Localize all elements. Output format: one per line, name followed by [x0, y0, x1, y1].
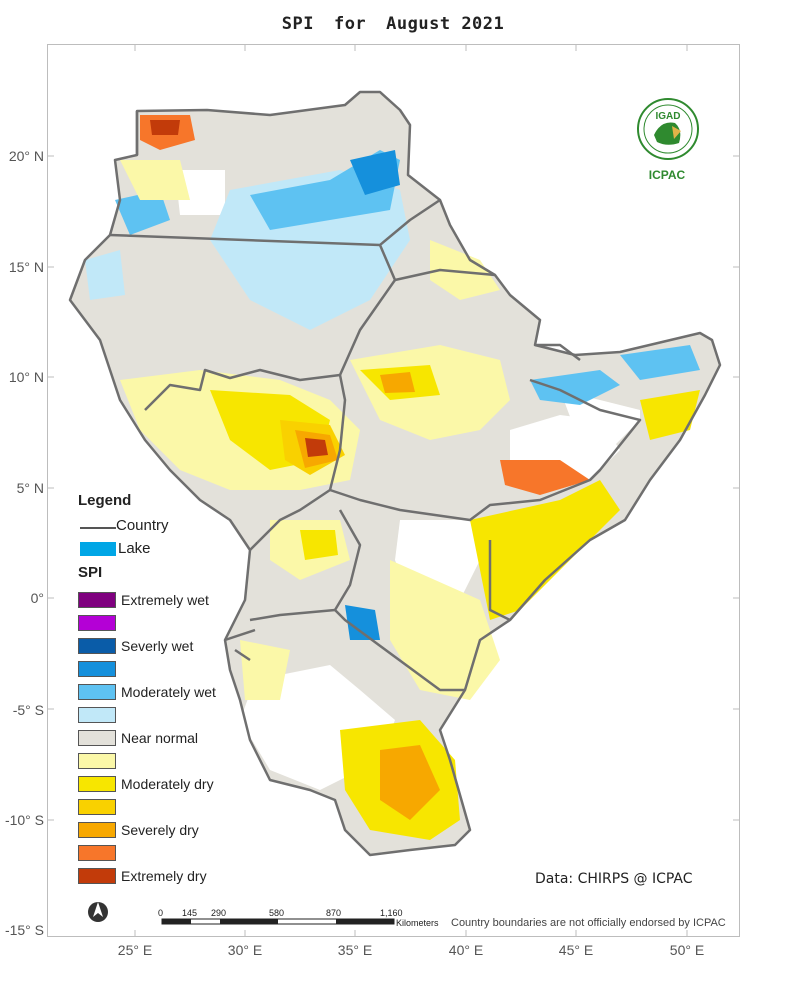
legend-class-row: Severly wet [78, 636, 193, 656]
legend-swatch [78, 799, 116, 815]
lon-label-35e: 35° E [337, 942, 373, 958]
scale-tick: 580 [269, 908, 285, 918]
lat-label-10n: 10° N [8, 369, 44, 385]
legend-class-row: Moderately dry [78, 774, 214, 794]
legend-title: Legend [78, 492, 132, 509]
lon-label-30e: 30° E [227, 942, 263, 958]
legend-class-row: Near normal [78, 728, 198, 748]
legend-class-row: Severely dry [78, 820, 199, 840]
lon-label-45e: 45° E [558, 942, 594, 958]
legend-class-row: Moderately wet [78, 682, 216, 702]
title-part-index: SPI [281, 14, 314, 34]
legend-lake-label: Lake [118, 540, 151, 557]
legend-class-row [78, 659, 121, 679]
legend-class-label: Severly wet [121, 638, 194, 654]
legend-class-row [78, 705, 121, 725]
legend-swatch [78, 776, 116, 792]
legend-class-label: Extremely wet [121, 592, 209, 608]
legend-swatch [78, 868, 116, 884]
title-part-for: for [333, 14, 367, 34]
lon-label-40e: 40° E [448, 942, 484, 958]
legend-class-row [78, 613, 121, 633]
legend-swatch [78, 753, 116, 769]
disclaimer: Country boundaries are not officially en… [451, 917, 726, 929]
title-part-date: August 2021 [386, 14, 505, 34]
lat-label-15s: -15° S [4, 922, 44, 938]
region-outline-fill [70, 92, 720, 855]
legend-swatch [78, 730, 116, 746]
lat-label-10s: -10° S [4, 812, 44, 828]
map-title: SPI for August 2021 [0, 14, 786, 34]
legend-class-label: Moderately dry [121, 776, 214, 792]
legend-swatch [78, 684, 116, 700]
map-frame [47, 44, 740, 937]
scale-tick: 1,160 [380, 908, 403, 918]
dry-areas [120, 115, 700, 840]
lat-label-20n: 20° N [8, 148, 44, 164]
legend-class-row [78, 797, 121, 817]
data-source: Data: CHIRPS @ ICPAC [535, 871, 693, 887]
legend-swatch [78, 592, 116, 608]
legend-swatch [78, 615, 116, 631]
north-arrow-icon [88, 902, 108, 922]
legend-swatch [78, 638, 116, 654]
legend-class-row [78, 843, 121, 863]
legend-class-label: Near normal [121, 730, 199, 746]
igad-logo: IGAD [627, 95, 715, 190]
legend-class-row: Extremely wet [78, 590, 209, 610]
legend-class-row: Extremely dry [78, 866, 207, 886]
legend-spi-title: SPI [78, 564, 103, 581]
legend-class-row [78, 751, 121, 771]
legend: Legend Country Lake SPI Extremely wet Sev… [78, 492, 248, 884]
legend-country-label: Country [116, 517, 169, 534]
legend-swatch [78, 661, 116, 677]
legend-class-label: Moderately wet [121, 684, 216, 700]
scale-tick: 870 [326, 908, 342, 918]
legend-lake-swatch [80, 542, 116, 556]
scale-tick: 0 [158, 908, 164, 918]
lat-label-15n: 15° N [8, 259, 44, 275]
country-boundaries [68, 90, 722, 857]
logo-text: IGAD [656, 111, 681, 122]
lon-label-25e: 25° E [117, 942, 153, 958]
legend-swatch [78, 707, 116, 723]
wet-areas [85, 150, 700, 640]
axis-ticks [47, 44, 740, 937]
logo-caption: ICPAC [648, 168, 686, 182]
legend-swatch [78, 822, 116, 838]
lat-label-5s: -5° S [12, 702, 44, 718]
legend-class-label: Severely dry [121, 822, 199, 838]
lat-label-5n: 5° N [16, 480, 44, 496]
lon-label-50e: 50° E [669, 942, 705, 958]
lat-label-0: 0° [30, 590, 44, 606]
scale-tick: 145 [182, 908, 198, 918]
scale-labels: 0 145 290 580 870 1,160 Kilometers [150, 905, 450, 928]
legend-swatch [78, 845, 116, 861]
legend-class-label: Extremely dry [121, 868, 207, 884]
scale-bar [161, 918, 395, 925]
scale-unit: Kilometers [396, 918, 439, 928]
scale-tick: 290 [211, 908, 227, 918]
